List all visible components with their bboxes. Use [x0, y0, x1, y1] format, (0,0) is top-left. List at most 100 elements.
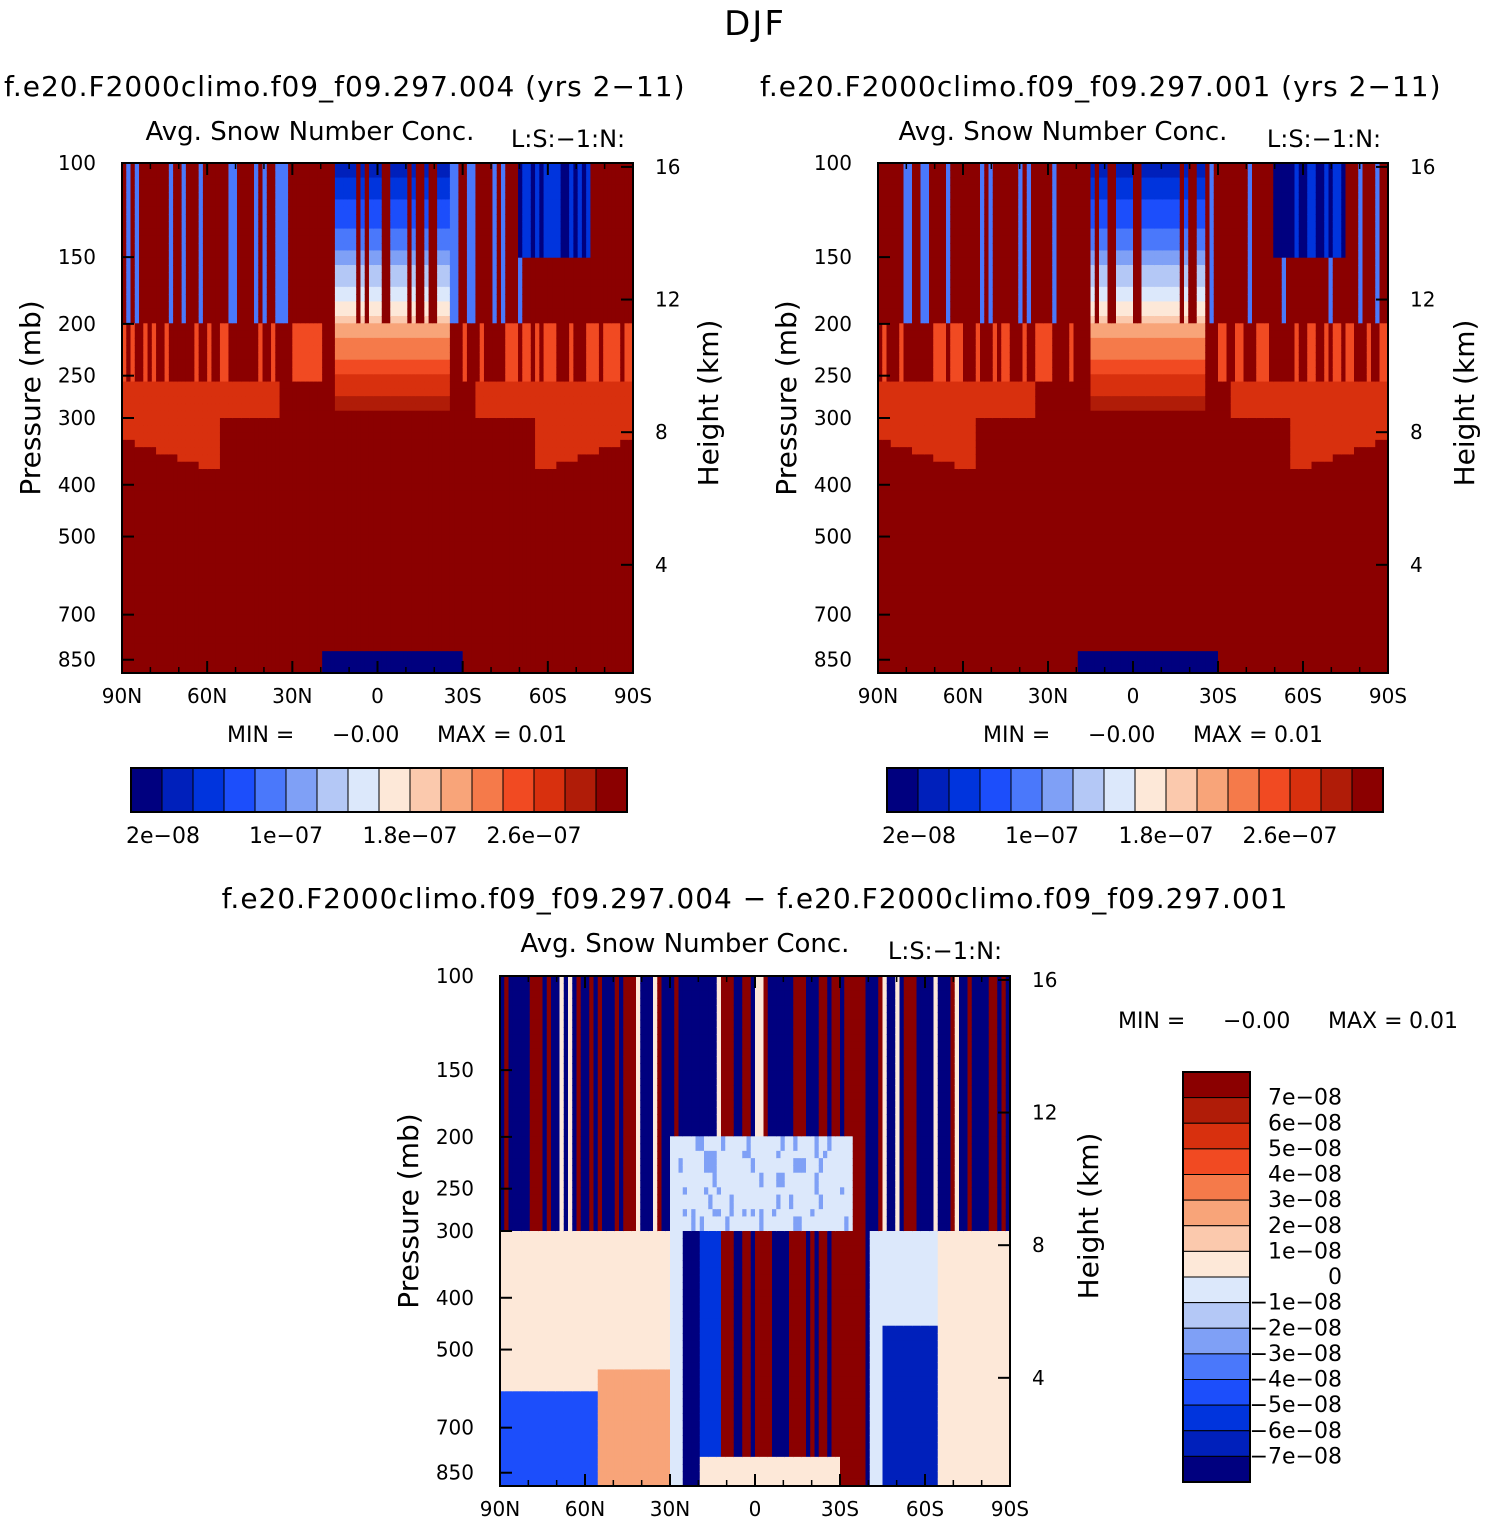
field-cell: [164, 447, 170, 456]
field-cell: [143, 665, 149, 673]
field-cell: [415, 614, 421, 623]
field-cell: [343, 257, 349, 266]
field-cell: [309, 286, 315, 295]
field-cell: [164, 286, 170, 295]
field-cell: [126, 323, 132, 332]
field-cell: [377, 622, 383, 630]
field-cell: [313, 534, 319, 543]
field-cell: [151, 228, 157, 237]
field-cell: [322, 622, 327, 630]
field-cell: [219, 505, 225, 514]
field-cell: [377, 418, 383, 426]
field-cell: [309, 585, 315, 594]
field-cell: [168, 345, 174, 354]
field-cell: [254, 541, 259, 550]
field-cell: [245, 629, 251, 638]
field-cell: [147, 316, 153, 324]
field-cell: [415, 243, 421, 252]
field-cell: [236, 600, 242, 609]
field-cell: [160, 359, 166, 368]
field-cell: [415, 483, 421, 492]
field-cell: [317, 388, 323, 397]
field-cell: [254, 323, 259, 332]
field-cell: [173, 163, 178, 171]
field-cell: [377, 520, 383, 528]
field-cell: [394, 520, 400, 528]
field-cell: [364, 454, 370, 463]
field-cell: [356, 265, 362, 273]
field-cell: [139, 228, 144, 237]
field-cell: [241, 250, 247, 259]
field-cell: [305, 665, 310, 673]
field-cell: [130, 607, 136, 616]
field-cell: [224, 425, 230, 434]
field-cell: [360, 367, 366, 375]
field-cell: [211, 432, 217, 441]
field-cell: [330, 498, 336, 507]
field-cell: [130, 556, 136, 565]
field-cell: [134, 476, 140, 485]
field-cell: [360, 308, 366, 317]
field-cell: [322, 228, 327, 237]
field-cell: [373, 483, 379, 492]
field-cell: [122, 199, 127, 208]
field-cell: [322, 447, 327, 456]
field-cell: [266, 505, 272, 514]
field-cell: [156, 571, 161, 579]
field-cell: [381, 469, 387, 477]
field-cell: [283, 578, 289, 587]
page-title: DJF: [0, 4, 1510, 44]
field-cell: [143, 520, 149, 528]
field-cell: [394, 498, 400, 507]
field-cell: [343, 243, 349, 252]
field-cell: [283, 636, 289, 645]
field-cell: [219, 498, 225, 507]
field-cell: [394, 636, 400, 645]
field-cell: [394, 665, 400, 673]
field-cell: [292, 228, 298, 237]
field-cell: [415, 301, 421, 310]
field-cell: [249, 323, 255, 332]
field-cell: [245, 177, 251, 186]
field-cell: [134, 600, 140, 609]
field-cell: [356, 454, 362, 463]
field-cell: [147, 170, 153, 179]
field-cell: [356, 359, 362, 368]
field-cell: [381, 170, 387, 179]
field-cell: [207, 563, 213, 572]
field-cell: [305, 272, 310, 281]
field-cell: [326, 461, 332, 470]
field-cell: [139, 214, 144, 222]
field-cell: [394, 541, 400, 550]
field-cell: [202, 170, 208, 179]
field-cell: [288, 192, 293, 201]
field-cell: [313, 549, 319, 558]
field-cell: [271, 301, 276, 310]
field-cell: [368, 665, 374, 673]
field-cell: [377, 665, 383, 673]
field-cell: [151, 243, 157, 252]
field-cell: [360, 316, 366, 324]
field-cell: [122, 352, 127, 361]
field-cell: [198, 629, 204, 638]
field-cell: [339, 352, 345, 361]
field-cell: [134, 228, 140, 237]
field-cell: [249, 381, 255, 390]
field-cell: [258, 367, 264, 375]
field-cell: [241, 163, 247, 171]
field-cell: [185, 571, 191, 579]
field-cell: [313, 345, 319, 354]
field-cell: [283, 483, 289, 492]
field-cell: [173, 629, 178, 638]
field-cell: [356, 170, 362, 179]
field-cell: [407, 512, 413, 521]
field-cell: [181, 330, 187, 339]
field-cell: [215, 439, 221, 448]
field-cell: [249, 352, 255, 361]
field-cell: [364, 665, 370, 673]
field-cell: [288, 541, 293, 550]
field-cell: [160, 374, 166, 383]
field-cell: [322, 498, 327, 507]
field-cell: [164, 316, 170, 324]
field-cell: [181, 629, 187, 638]
